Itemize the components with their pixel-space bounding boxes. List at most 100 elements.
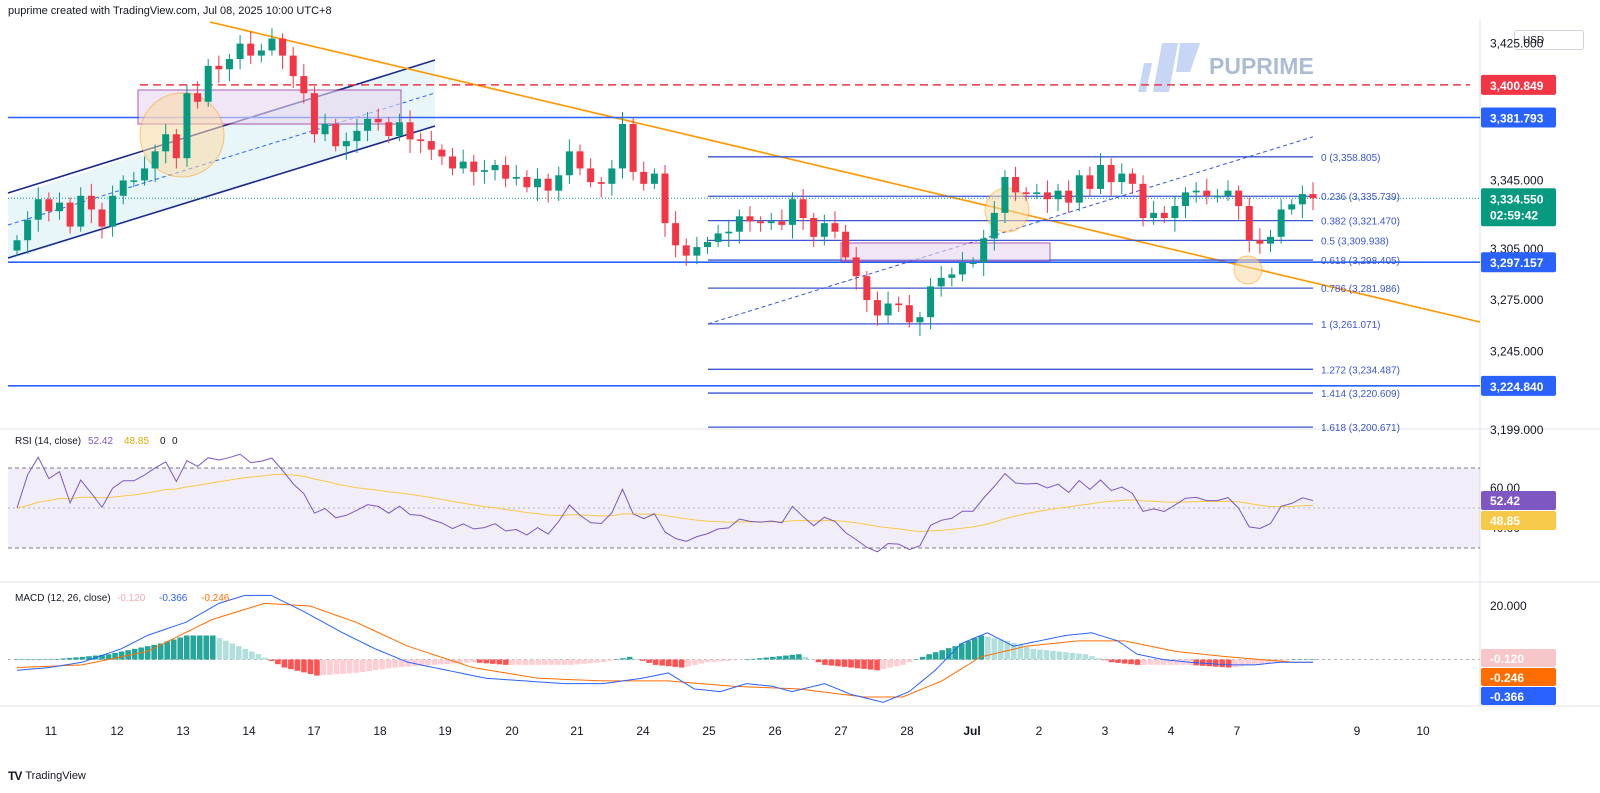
candle-up [1288, 204, 1296, 210]
candle-up [1267, 236, 1275, 244]
time-axis-label: 17 [307, 724, 321, 738]
macd-histogram-bar [151, 644, 157, 660]
macd-histogram-bar [418, 659, 424, 666]
tradingview-footer: TV TradingView [8, 769, 86, 783]
macd-histogram-bar [157, 643, 164, 660]
macd-histogram-bar [665, 659, 672, 667]
macd-histogram-bar [639, 659, 646, 661]
macd-histogram-bar [561, 659, 568, 665]
rsi-title: RSI (14, close) [15, 436, 81, 447]
macd-histogram-bar [457, 659, 464, 664]
candle-down [1203, 190, 1211, 196]
macd-histogram-bar [874, 659, 880, 671]
candle-down [374, 118, 382, 123]
candle-up [1224, 190, 1232, 196]
macd-histogram-bar [1225, 659, 1232, 668]
macd-histogram-bar [757, 658, 763, 660]
candle-down [449, 156, 457, 169]
macd-histogram-bar [340, 659, 346, 674]
macd-histogram-bar [822, 659, 828, 665]
candle-down [1012, 176, 1020, 193]
macd-histogram-bar [209, 635, 216, 660]
candle-up [204, 65, 212, 102]
fib-level-label: 0 (3,358.805) [1321, 153, 1381, 164]
candle-down [799, 199, 807, 219]
macd-histogram-bar [1258, 659, 1265, 664]
macd-value-label: -0.246 [1490, 671, 1524, 685]
macd-tick-label: 20.000 [1490, 599, 1527, 613]
candle-down [438, 149, 446, 157]
fib-level-label: 1 (3,261.071) [1321, 320, 1381, 331]
candle-up [236, 43, 244, 60]
macd-histogram-bar [509, 659, 516, 665]
price-level-label: 3,224.840 [1490, 380, 1544, 394]
candle-up [34, 199, 42, 220]
macd-histogram-bar [1121, 659, 1128, 664]
candle-up [24, 219, 32, 241]
macd-histogram-bar [854, 659, 861, 669]
macd-histogram-bar [1024, 646, 1030, 660]
candle-up [619, 123, 627, 169]
rsi-value: 0 [160, 436, 166, 447]
macd-histogram-bar [880, 659, 887, 669]
candle-up [1213, 195, 1221, 198]
candle-up [884, 303, 892, 316]
candle-up [693, 247, 701, 256]
macd-histogram-bar [483, 659, 490, 664]
candle-down [544, 178, 552, 191]
macd-histogram-bar [177, 637, 184, 660]
candle-down [1128, 173, 1136, 184]
macd-histogram-bar [633, 658, 639, 660]
macd-histogram-bar [144, 646, 151, 660]
macd-histogram-bar [183, 635, 190, 660]
candle-up [512, 176, 520, 179]
rsi-line [16, 453, 1314, 553]
time-axis-label: 14 [242, 724, 256, 738]
candle-down [332, 123, 340, 147]
macd-histogram-bar [841, 659, 848, 667]
macd-histogram-bar [79, 656, 86, 660]
macd-histogram-bar [1297, 659, 1304, 661]
macd-histogram-bar [1011, 642, 1017, 660]
candle-down [1065, 190, 1073, 203]
macd-histogram-bar [1278, 659, 1284, 662]
macd-histogram-bar [47, 659, 53, 661]
macd-histogram-bar [717, 659, 724, 662]
macd-histogram-bar [887, 659, 893, 668]
macd-histogram-bar [262, 657, 268, 660]
candle-up [183, 93, 191, 159]
macd-histogram-bar [437, 659, 444, 665]
fib-level-label: 1.414 (3,220.609) [1321, 389, 1400, 400]
macd-histogram-bar [613, 659, 620, 661]
macd-value-badge [1481, 668, 1556, 686]
macd-histogram-bar [463, 659, 470, 663]
macd-histogram-bar [496, 659, 503, 665]
rsi-ma-value-label: 48.85 [1490, 514, 1520, 528]
candle-up [714, 233, 722, 242]
candle-up [725, 231, 733, 234]
currency-selector[interactable]: USD [1514, 30, 1584, 50]
macd-histogram-bar [828, 659, 835, 666]
candle-down [1256, 240, 1264, 244]
time-axis-label: 18 [373, 724, 387, 738]
macd-histogram-bar [678, 659, 685, 668]
macd-histogram-bar [724, 659, 731, 661]
macd-histogram-bar [476, 659, 483, 663]
fib-level-label: 1.618 (3,200.671) [1321, 423, 1400, 434]
candle-up [767, 221, 775, 224]
macd-histogram-bar [789, 654, 796, 660]
macd-histogram-bar [568, 659, 574, 665]
macd-histogram-bar [672, 659, 678, 667]
macd-histogram-bar [112, 652, 118, 660]
macd-histogram-bar [1167, 659, 1173, 665]
macd-histogram-bar [737, 659, 744, 661]
time-axis-label: 26 [768, 724, 782, 738]
time-axis-label: 28 [900, 724, 914, 738]
price-tick-label: 3,199.000 [1490, 423, 1544, 437]
candle-down [98, 209, 106, 227]
candle-down [1309, 194, 1317, 199]
time-axis: 11 12 13 14 17 18 19 20 21 24 25 26 27 28 Jul 2 3 4 7 9 10 [45, 724, 1430, 738]
candle-down [682, 245, 690, 256]
macd-line [16, 594, 1313, 703]
